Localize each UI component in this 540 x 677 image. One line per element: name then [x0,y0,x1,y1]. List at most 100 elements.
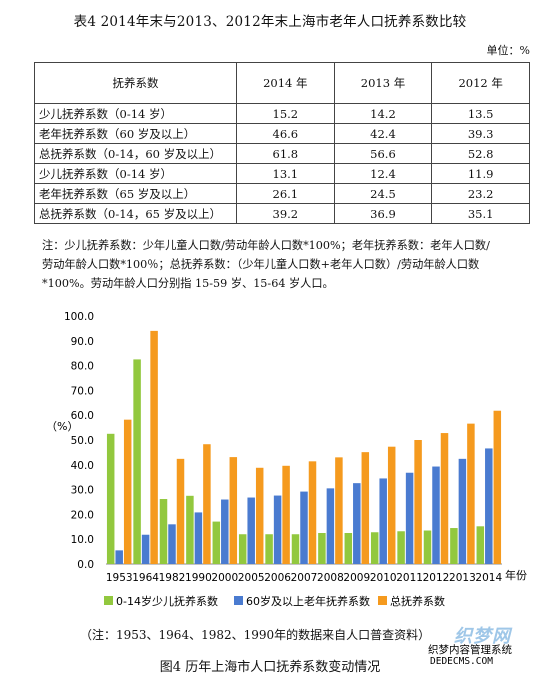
table-cell: 13.5 [431,103,530,124]
bar [414,440,422,564]
table-cell: 36.9 [333,203,433,224]
chart-caption: 图4 历年上海市人口抚养系数变动情况 [159,660,381,675]
bar [467,423,475,564]
row-label: 总抚养系数（0-14，65 岁及以上） [34,203,237,224]
table-cell: 24.5 [333,183,433,204]
x-tick-label: 1982 [159,572,186,584]
chart-svg: 0.0 10.0 20.0 30.0 40.0 50.0 60.0 70.0 80.0 90.0 1… [46,311,527,608]
bar [405,472,414,564]
footnote-line: 劳动年龄人口数*100％；总抚养系数：（少年儿童人口数+老年人口数）/劳动年龄人… [42,258,480,271]
bar [168,524,176,564]
y-tick-label: 90.0 [71,336,94,348]
bar [123,419,132,564]
dependency-ratio-chart: 0.0 10.0 20.0 30.0 40.0 50.0 60.0 70.0 80.0 90.0 1… [44,300,530,626]
table-row: 总抚养系数（0-14，60 岁及以上） 61.8 56.6 52.8 [34,143,530,164]
bar [133,359,141,564]
table-header-cell: 2014 年 [236,62,335,104]
y-tick-label: 100.0 [64,311,94,323]
y-tick-label: 70.0 [71,385,94,397]
legend-label: 0-14岁少儿抚养系数 [116,594,218,608]
row-label: 总抚养系数（0-14，60 岁及以上） [34,143,237,164]
bar [440,433,449,564]
legend-label: 60岁及以上老年抚养系数 [246,594,370,608]
legend-swatch [104,596,113,605]
bar [485,448,493,564]
bar [476,526,485,564]
x-tick-label: 2009 [343,572,370,584]
table-cell: 26.1 [236,183,335,204]
y-axis-label: （%） [46,420,78,433]
bar [203,444,211,564]
bar [238,534,247,564]
bar [370,532,379,564]
bar [247,497,255,564]
table-row: 总抚养系数（0-14，65 岁及以上） 39.2 36.9 35.1 [34,203,530,224]
bar [212,521,221,564]
bar [186,495,194,564]
footnote-line: 注：少儿抚养系数：少年儿童人口数/劳动年龄人口数*100%；老年抚养系数：老年人… [42,239,490,252]
x-tick-label: 2011 [396,572,423,584]
x-tick-label: 2010 [370,572,397,584]
bar [353,483,361,564]
x-tick-label: 2007 [291,572,318,584]
bar [150,330,158,564]
table-row: 少儿抚养系数（0-14 岁） 13.1 12.4 11.9 [34,163,530,184]
watermark-logo: 织梦网 织梦内容管理系统 DEDECMS.COM [428,622,540,670]
bar [300,491,308,564]
footnote-line: *100%。劳动年龄人口分别指 15-59 岁、15-64 岁人口。 [42,277,334,290]
chart-source-note: （注：1953、1964、1982、1990年的数据来自人口普查资料） [80,628,431,642]
legend: 0-14岁少儿抚养系数 60岁及以上老年抚养系数 总抚养系数 [104,594,445,608]
table-cell: 42.4 [333,123,433,144]
table-cell: 11.9 [431,163,530,184]
table-cell: 39.2 [236,203,335,224]
y-tick-label: 0.0 [77,559,94,571]
table-cell: 12.4 [333,163,433,184]
y-tick-label: 50.0 [71,435,94,447]
bar [282,465,290,564]
bar [176,458,185,564]
x-tick-label: 1990 [185,572,212,584]
x-tick-label: 2013 [449,572,476,584]
y-tick-label: 80.0 [71,361,94,373]
dependency-ratio-table: 抚养系数 2014 年 2013 年 2012 年 少儿抚养系数（0-14 岁）… [34,62,530,224]
watermark-url: DEDECMS.COM [430,656,493,667]
table-row: 老年抚养系数（60 岁及以上） 46.6 42.4 39.3 [34,123,530,144]
bar [318,533,326,564]
table-title: 表4 2014年末与2013、2012年末上海市老年人口抚养系数比较 [73,14,467,30]
bar [229,457,238,564]
y-tick-label: 40.0 [71,460,94,472]
legend-swatch [234,596,243,605]
table-cell: 13.1 [236,163,335,184]
bar [326,488,335,564]
row-label: 老年抚养系数（65 岁及以上） [34,183,237,204]
bar [397,531,405,564]
bars [106,330,502,564]
bar [115,550,123,564]
y-axis: 0.0 10.0 20.0 30.0 40.0 50.0 60.0 70.0 80.0 90.0 1… [64,311,94,571]
watermark-logo-text: 织梦网 [454,626,511,647]
bar [361,452,370,564]
x-tick-label: 1964 [132,572,159,584]
bar [458,458,467,564]
x-axis-label: 年份 [505,568,527,582]
table-cell: 52.8 [431,143,530,164]
table-cell: 46.6 [236,123,335,144]
bar [291,534,300,564]
table-cell: 56.6 [333,143,433,164]
x-tick-label: 2006 [264,572,291,584]
table-cell: 23.2 [431,183,530,204]
table-row: 少儿抚养系数（0-14 岁） 15.2 14.2 13.5 [34,103,530,124]
bar [387,446,396,564]
table-cell: 35.1 [431,203,530,224]
bar [265,534,273,564]
y-tick-label: 10.0 [71,534,94,546]
x-tick-label: 2000 [211,572,238,584]
x-tick-label: 1953 [106,572,133,584]
table-footnote: 注：少儿抚养系数：少年儿童人口数/劳动年龄人口数*100%；老年抚养系数：老年人… [42,236,534,293]
bar [106,433,115,564]
table-cell: 39.3 [431,123,530,144]
table-row: 老年抚养系数（65 岁及以上） 26.1 24.5 23.2 [34,183,530,204]
table-cell: 15.2 [236,103,335,124]
bar [344,533,353,564]
table-header-cell: 抚养系数 [34,62,237,104]
